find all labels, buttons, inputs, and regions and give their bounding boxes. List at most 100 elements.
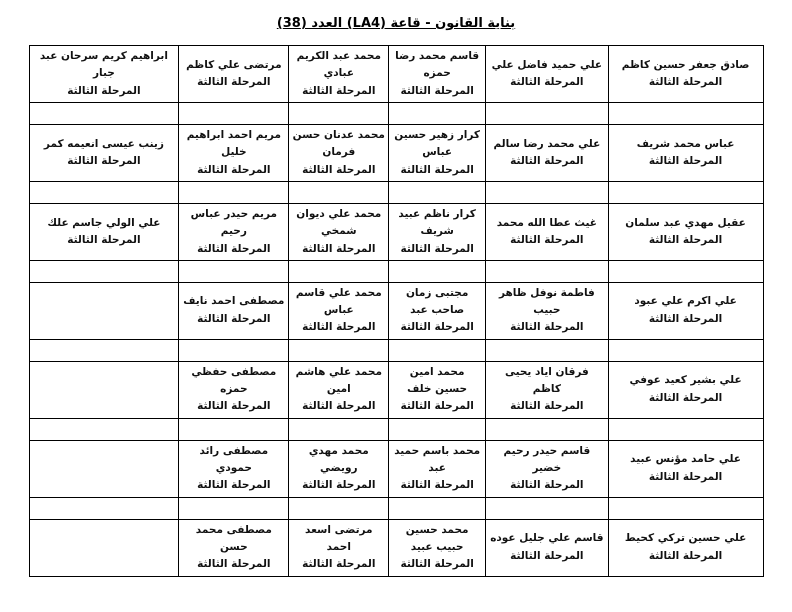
stage-label: المرحلة الثالثة [510,154,584,167]
seat-cell: عباس محمد شريف المرحلة الثالثة [607,123,764,182]
student-name: علي حامد مؤنس عبيد [630,453,741,466]
seat-row: عباس محمد شريف المرحلة الثالثة علي محمد رض… [28,123,764,182]
page-title: بناية القانون - قاعة (LA4) العدد (38) [276,16,516,31]
stage-label: المرحلة الثالثة [648,470,723,483]
student-name: قاسم حيدر رحيم خضير [503,444,591,474]
spacer-cell [178,496,290,520]
student-name: صادق جعفر حسين كاظم [621,58,750,71]
student-name: محمد علي ديوان شمخي [296,207,382,238]
stage-label: المرحلة الثالثة [67,84,141,97]
spacer-row [28,101,764,125]
seat-cell: مريم احمد ابراهيم خليل المرحلة الثالثة [178,123,290,182]
stage-label: المرحلة الثالثة [400,84,474,97]
stage-label: المرحلة الثالثة [648,233,723,246]
spacer-cell [28,101,180,125]
stage-label: المرحلة الثالثة [510,75,584,88]
seat-cell: مريم حيدر عباس رحيم المرحلة الثالثة [178,202,290,261]
seat-cell: محمد عبد الكريم عبادي المرحلة الثالثة [288,45,390,103]
spacer-cell [485,180,609,204]
spacer-cell [388,496,487,520]
stage-label: المرحلة الثالثة [302,400,376,413]
student-name: علي الولي جاسم علك [47,216,161,229]
seat-cell: علي بشير كعيد عوفي المرحلة الثالثة [607,360,764,419]
seat-row: علي حامد مؤنس عبيد المرحلة الثالثة قاسم حي… [28,439,764,498]
spacer-cell [607,496,764,520]
stage-label: المرحلة الثالثة [510,233,584,246]
stage-label: المرحلة الثالثة [400,242,474,255]
student-name: كرار زهير حسين عباس [394,128,480,159]
student-name: قاسم علي جليل عوده [490,532,604,545]
student-name: مصطفى رائد حمودي [199,444,269,474]
spacer-cell [288,259,390,283]
spacer-cell [288,338,390,362]
stage-label: المرحلة الثالثة [197,400,271,413]
student-name: عباس محمد شريف [636,137,735,150]
stage-label: المرحلة الثالثة [400,321,474,334]
student-name: مريم حيدر عباس رحيم [190,207,278,238]
student-name: علي حسين تركي كحيط [624,532,747,545]
stage-label: المرحلة الثالثة [197,479,271,492]
seat-cell: فاطمة نوفل ظاهر حبيب المرحلة الثالثة [485,281,609,340]
seat-cell: علي الولي جاسم علك المرحلة الثالثة [28,202,180,261]
student-name: مرتضى علي كاظم [186,58,282,71]
seat-cell: قاسم محمد رضا حمزه المرحلة الثالثة [388,45,487,103]
seat-cell: غيث عطا الله محمد المرحلة الثالثة [485,202,609,261]
spacer-cell [288,417,390,441]
empty-seat-cell [28,439,180,498]
student-name: فرقان اياد يحيى كاظم [504,365,589,396]
stage-label: المرحلة الثالثة [302,163,376,176]
student-name: قاسم محمد رضا حمزه [395,50,480,80]
spacer-cell [28,259,180,283]
seat-cell: مصطفى رائد حمودي المرحلة الثالثة [178,439,290,498]
stage-label: المرحلة الثالثة [510,549,584,562]
stage-label: المرحلة الثالثة [648,312,723,325]
seat-cell: فرقان اياد يحيى كاظم المرحلة الثالثة [485,360,609,419]
spacer-cell [485,417,609,441]
student-name: محمد علي هاشم امين [295,365,382,396]
spacer-cell [607,180,764,204]
stage-label: المرحلة الثالثة [197,558,271,571]
spacer-row [28,417,764,441]
seat-cell: مصطفى احمد نايف المرحلة الثالثة [178,281,290,340]
spacer-row [28,180,764,204]
spacer-cell [388,180,487,204]
stage-label: المرحلة الثالثة [197,312,271,325]
seat-cell: محمد مهدي رويضي المرحلة الثالثة [288,439,390,498]
seat-cell: علي حامد مؤنس عبيد المرحلة الثالثة [607,439,764,498]
student-name: محمد مهدي رويضي [308,444,369,474]
student-name: محمد عبد الكريم عبادي [296,50,381,80]
spacer-cell [388,417,487,441]
spacer-cell [178,417,290,441]
spacer-row [28,338,764,362]
seat-cell: قاسم حيدر رحيم خضير المرحلة الثالثة [485,439,609,498]
spacer-cell [28,338,180,362]
student-name: علي حميد فاضل علي [491,58,603,71]
seating-table: صادق جعفر حسين كاظم المرحلة الثالثة علي حم… [28,45,764,577]
stage-label: المرحلة الثالثة [648,154,723,167]
spacer-cell [288,180,390,204]
seat-cell: مصطفى محمد حسن المرحلة الثالثة [178,518,290,577]
spacer-cell [178,180,290,204]
seat-cell: محمد علي ديوان شمخي المرحلة الثالثة [288,202,390,261]
seat-cell: مجتبى زمان صاحب عبد المرحلة الثالثة [388,281,487,340]
spacer-row [28,259,764,283]
stage-label: المرحلة الثالثة [302,242,376,255]
seat-cell: محمد امين حسين خلف المرحلة الثالثة [388,360,487,419]
spacer-cell [28,180,180,204]
seat-cell: كرار زهير حسين عباس المرحلة الثالثة [388,123,487,182]
stage-label: المرحلة الثالثة [400,479,474,492]
seat-cell: مرتضى اسعد احمد المرحلة الثالثة [288,518,390,577]
stage-label: المرحلة الثالثة [400,163,474,176]
seat-row: علي بشير كعيد عوفي المرحلة الثالثة فرقان ا… [28,360,764,419]
stage-label: المرحلة الثالثة [510,400,584,413]
seat-cell: صادق جعفر حسين كاظم المرحلة الثالثة [607,45,764,103]
seat-cell: علي حسين تركي كحيط المرحلة الثالثة [607,518,764,577]
seat-row: صادق جعفر حسين كاظم المرحلة الثالثة علي حم… [28,45,764,103]
seat-cell: زينب عيسى انعيمه كمر المرحلة الثالثة [28,123,180,182]
student-name: غيث عطا الله محمد [496,216,597,229]
stage-label: المرحلة الثالثة [400,558,474,571]
student-name: محمد عدنان حسن فرمان [292,128,385,159]
spacer-cell [288,496,390,520]
stage-label: المرحلة الثالثة [67,154,141,167]
seat-cell: مصطفى حفظي حمزه المرحلة الثالثة [178,360,290,419]
